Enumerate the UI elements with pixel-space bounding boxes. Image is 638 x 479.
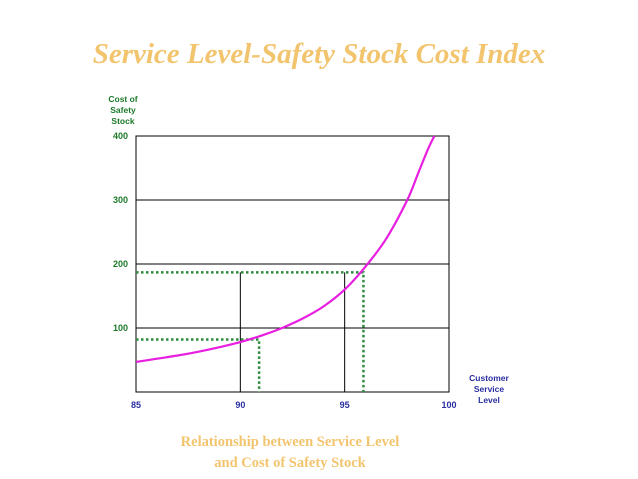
x-axis-label: Customer Service Level <box>458 373 520 406</box>
caption-line-1: Relationship between Service Level <box>180 434 400 450</box>
series-line-1 <box>135 135 436 364</box>
y-tick-label-100: 100 <box>113 323 128 333</box>
y-axis-label-line-2: Safety <box>110 105 136 115</box>
y-axis-label: Cost of Safety Stock <box>100 94 146 127</box>
y-axis-label-line-3: Stock <box>111 116 135 126</box>
x-axis-label-line-1: Customer <box>469 373 509 383</box>
x-axis-label-line-3: Level <box>478 395 500 405</box>
y-tick-label-300: 300 <box>113 195 128 205</box>
x-tick-label-95: 95 <box>340 400 350 410</box>
reference-line-2 <box>136 271 365 392</box>
x-axis-label-line-2: Service <box>473 384 505 394</box>
reference-line-1 <box>136 338 261 392</box>
x-tick-label-85: 85 <box>131 400 141 410</box>
chart-title: Service Level-Safety Stock Cost Index <box>92 38 546 70</box>
y-tick-label-400: 400 <box>113 131 128 141</box>
x-tick-label-90: 90 <box>235 400 245 410</box>
x-tick-label-100: 100 <box>441 400 456 410</box>
y-axis-label-line-1: Cost of <box>108 94 138 104</box>
caption-line-2: and Cost of Safety Stock <box>214 455 366 471</box>
y-tick-label-200: 200 <box>113 259 128 269</box>
